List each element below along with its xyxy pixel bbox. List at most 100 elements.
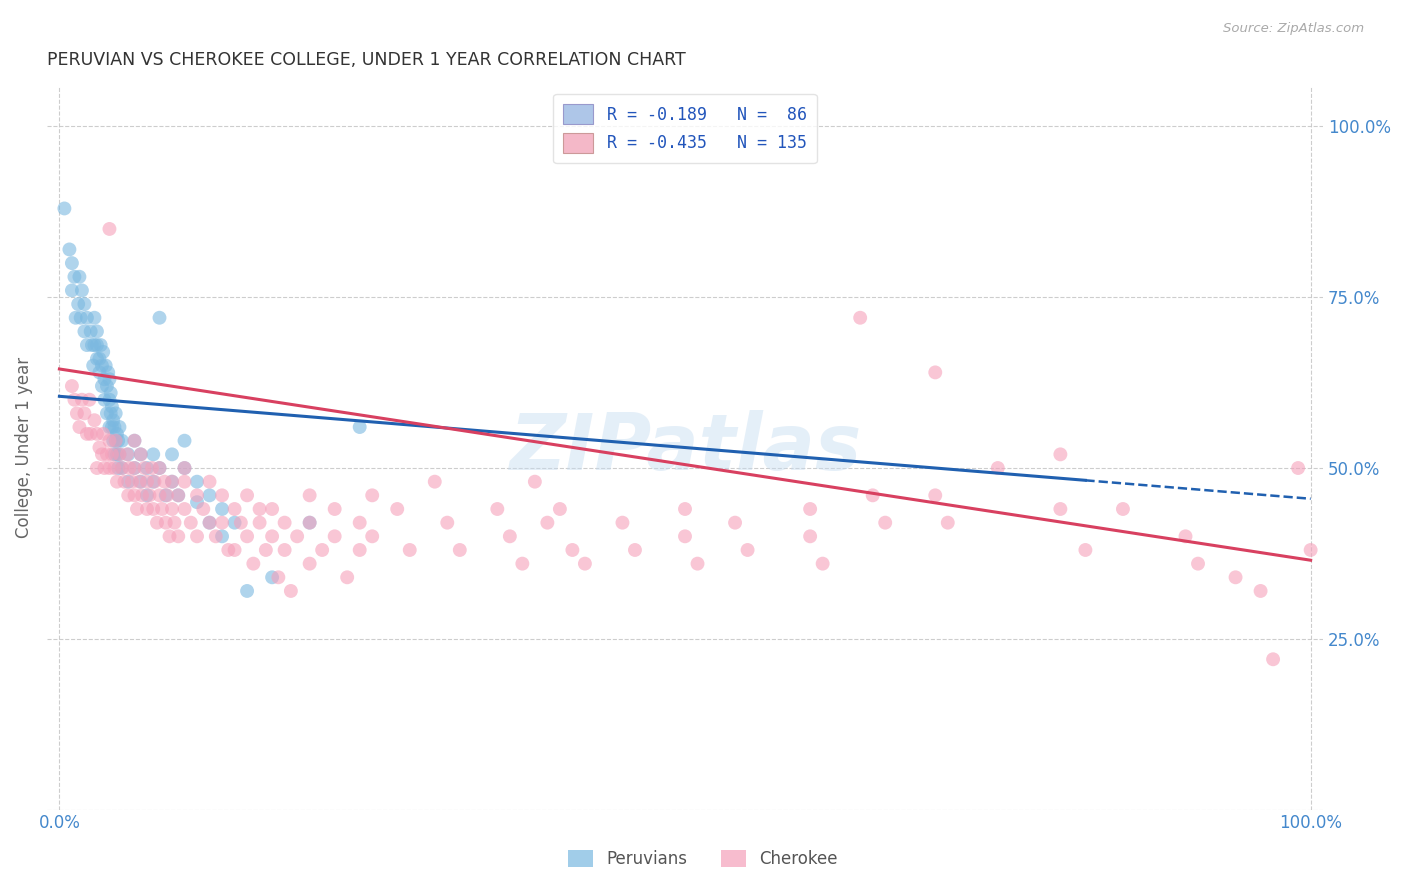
Point bbox=[142, 447, 165, 461]
Point bbox=[117, 447, 139, 461]
Point bbox=[349, 516, 371, 530]
Point bbox=[70, 284, 93, 298]
Point bbox=[1049, 447, 1071, 461]
Point bbox=[148, 488, 170, 502]
Point bbox=[153, 475, 176, 489]
Point bbox=[1299, 543, 1322, 558]
Point bbox=[60, 284, 83, 298]
Point bbox=[82, 359, 104, 373]
Point bbox=[186, 495, 208, 509]
Point bbox=[173, 434, 195, 448]
Point bbox=[90, 338, 112, 352]
Point bbox=[136, 475, 159, 489]
Point bbox=[173, 461, 195, 475]
Point bbox=[160, 447, 183, 461]
Point bbox=[193, 502, 215, 516]
Point bbox=[224, 502, 246, 516]
Point bbox=[142, 502, 165, 516]
Point bbox=[198, 516, 221, 530]
Point bbox=[103, 461, 125, 475]
Point bbox=[155, 516, 177, 530]
Point bbox=[198, 516, 221, 530]
Point bbox=[262, 502, 284, 516]
Point bbox=[148, 461, 170, 475]
Point bbox=[211, 502, 233, 516]
Point bbox=[97, 365, 120, 379]
Point bbox=[118, 461, 141, 475]
Point bbox=[273, 516, 295, 530]
Point bbox=[574, 557, 596, 571]
Point bbox=[523, 475, 546, 489]
Point bbox=[737, 543, 759, 558]
Point bbox=[273, 543, 295, 558]
Point bbox=[98, 392, 121, 407]
Point bbox=[799, 502, 821, 516]
Point bbox=[53, 202, 76, 216]
Point bbox=[173, 475, 195, 489]
Point bbox=[73, 406, 96, 420]
Point bbox=[150, 502, 173, 516]
Point bbox=[361, 529, 384, 543]
Point bbox=[58, 243, 80, 257]
Point bbox=[124, 461, 146, 475]
Point bbox=[1286, 461, 1309, 475]
Text: ZIPatlas: ZIPatlas bbox=[509, 409, 860, 485]
Point bbox=[167, 488, 190, 502]
Point bbox=[936, 516, 959, 530]
Point bbox=[124, 434, 146, 448]
Point bbox=[143, 475, 166, 489]
Point bbox=[156, 488, 179, 502]
Point bbox=[138, 488, 160, 502]
Point bbox=[136, 488, 159, 502]
Point bbox=[249, 502, 271, 516]
Point bbox=[285, 529, 308, 543]
Point bbox=[79, 325, 101, 339]
Point bbox=[93, 372, 115, 386]
Point bbox=[63, 269, 86, 284]
Point bbox=[76, 426, 98, 441]
Point bbox=[108, 447, 131, 461]
Point bbox=[159, 529, 181, 543]
Point bbox=[67, 269, 90, 284]
Point bbox=[117, 488, 139, 502]
Point bbox=[63, 392, 86, 407]
Point bbox=[89, 365, 111, 379]
Point bbox=[148, 461, 170, 475]
Point bbox=[79, 426, 101, 441]
Point bbox=[70, 392, 93, 407]
Point bbox=[673, 502, 696, 516]
Point bbox=[107, 434, 129, 448]
Point bbox=[103, 447, 125, 461]
Point bbox=[262, 570, 284, 584]
Point bbox=[89, 351, 111, 366]
Point bbox=[211, 488, 233, 502]
Point bbox=[83, 310, 105, 325]
Point bbox=[94, 359, 117, 373]
Point bbox=[100, 385, 122, 400]
Point bbox=[128, 475, 150, 489]
Point bbox=[66, 406, 89, 420]
Point bbox=[91, 359, 114, 373]
Point bbox=[262, 529, 284, 543]
Point bbox=[131, 488, 153, 502]
Point bbox=[93, 461, 115, 475]
Point bbox=[93, 392, 115, 407]
Point bbox=[148, 310, 170, 325]
Point bbox=[96, 406, 118, 420]
Point bbox=[186, 529, 208, 543]
Point bbox=[134, 461, 156, 475]
Point bbox=[686, 557, 709, 571]
Point bbox=[249, 516, 271, 530]
Point bbox=[86, 351, 108, 366]
Point bbox=[91, 447, 114, 461]
Legend: Peruvians, Cherokee: Peruvians, Cherokee bbox=[561, 843, 845, 875]
Point bbox=[486, 502, 509, 516]
Point bbox=[67, 297, 90, 311]
Point bbox=[349, 543, 371, 558]
Point bbox=[96, 379, 118, 393]
Point bbox=[1049, 502, 1071, 516]
Point bbox=[114, 475, 136, 489]
Point bbox=[101, 447, 124, 461]
Point bbox=[512, 557, 534, 571]
Point bbox=[80, 338, 103, 352]
